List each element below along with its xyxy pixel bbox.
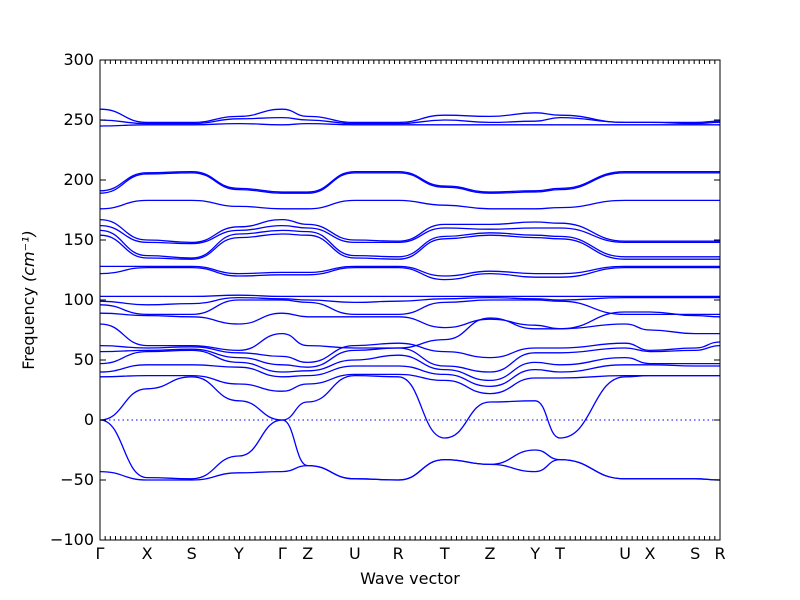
band-line-17 xyxy=(99,317,720,352)
phonon-bands xyxy=(99,108,721,481)
band-line-24 xyxy=(99,419,721,481)
x-tick-label: S xyxy=(690,544,700,563)
band-line-5 xyxy=(99,170,720,193)
y-tick-label: −100 xyxy=(50,530,94,549)
y-tick-label: 200 xyxy=(63,170,94,189)
y-tick-label: 50 xyxy=(74,350,94,369)
y-tick-label: 100 xyxy=(63,290,94,309)
x-tick-label: T xyxy=(554,544,565,563)
x-tick-label: Y xyxy=(529,544,540,563)
y-axis-label: Frequency (cm⁻¹) xyxy=(19,230,38,369)
x-tick-label: Y xyxy=(233,544,244,563)
y-tick-label: 250 xyxy=(63,110,94,129)
x-axis-label: Wave vector xyxy=(360,569,460,588)
band-line-7 xyxy=(99,218,720,244)
y-axis-label-text: Frequency xyxy=(19,287,38,370)
x-tick-label: Z xyxy=(302,544,313,563)
y-tick-label: −50 xyxy=(60,470,94,489)
x-tick-label: T xyxy=(439,544,450,563)
x-tick-label: R xyxy=(393,544,404,563)
band-line-6 xyxy=(99,199,720,210)
x-tick-label: U xyxy=(349,544,361,563)
plot-frame xyxy=(99,59,721,541)
x-tick-label: S xyxy=(187,544,197,563)
band-line-11 xyxy=(100,265,720,277)
band-line-18 xyxy=(99,341,721,364)
band-line-16 xyxy=(99,311,721,330)
band-line-15 xyxy=(99,299,720,316)
x-tick-label: Γ xyxy=(278,544,287,563)
x-tick-label: Γ xyxy=(96,544,105,563)
x-tick-label: X xyxy=(142,544,153,563)
x-tick-label: R xyxy=(714,544,725,563)
band-line-21 xyxy=(99,364,720,388)
band-line-23 xyxy=(99,374,720,439)
band-line-3 xyxy=(99,108,721,124)
y-axis-ticks: −100 −50 0 50 100 150 200 250 300 xyxy=(50,50,720,549)
band-line-8 xyxy=(99,224,720,245)
band-line-9 xyxy=(99,229,720,259)
x-tick-label: U xyxy=(619,544,631,563)
band-line-4 xyxy=(99,172,720,194)
y-axis-label-unit: (cm⁻¹) xyxy=(19,230,38,282)
band-line-20 xyxy=(99,349,720,382)
y-tick-label: 150 xyxy=(63,230,94,249)
y-tick-label: 0 xyxy=(84,410,94,429)
y-tick-label: 300 xyxy=(63,50,94,69)
x-tick-label: X xyxy=(644,544,655,563)
band-line-10 xyxy=(99,233,720,260)
band-line-1 xyxy=(99,122,720,127)
band-line-14 xyxy=(99,296,720,306)
band-line-13 xyxy=(100,294,720,298)
band-line-12 xyxy=(99,266,720,281)
band-line-19 xyxy=(99,344,721,373)
band-line-25 xyxy=(99,458,721,481)
x-tick-label: Z xyxy=(484,544,495,563)
